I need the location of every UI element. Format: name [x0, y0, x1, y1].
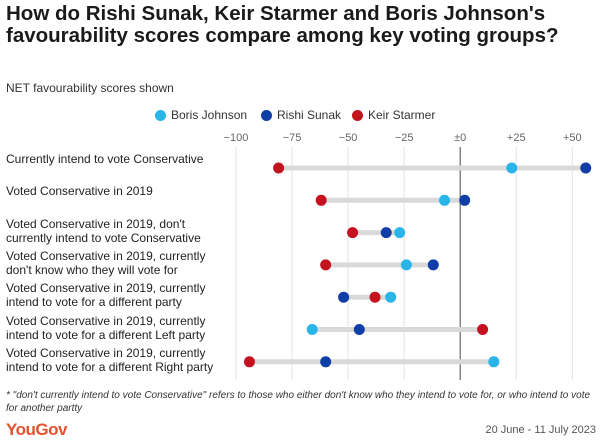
legend-dot-icon — [155, 109, 166, 121]
row-label: Voted Conservative in 2019 — [6, 184, 153, 198]
footnote: * "don't currently intend to vote Conser… — [6, 390, 591, 414]
keir-point — [315, 194, 327, 206]
x-tick-label: −75 — [283, 132, 302, 144]
row-label: Voted Conservative in 2019, don't curren… — [6, 217, 201, 245]
boris-point — [385, 291, 397, 303]
row-label: Voted Conservative in 2019, currently in… — [6, 281, 206, 309]
x-tick-label: +25 — [507, 132, 526, 144]
keir-point — [243, 356, 255, 368]
keir-point — [347, 227, 359, 239]
legend-dot-icon — [352, 109, 363, 121]
x-tick-label: −100 — [224, 132, 249, 144]
yougov-logo: YouGov — [6, 420, 67, 439]
chart-subtitle: NET favourability scores shown — [6, 81, 174, 95]
date-range: 20 June - 11 July 2023 — [485, 424, 596, 436]
boris-point — [306, 324, 318, 335]
boris-point — [439, 194, 451, 206]
rishi-point — [320, 356, 332, 368]
row-label: Voted Conservative in 2019, currently in… — [6, 346, 214, 374]
legend-item-rishi: Rishi Sunak — [261, 107, 341, 123]
x-tick-label: +50 — [563, 132, 582, 144]
boris-point — [488, 356, 500, 368]
legend-item-boris: Boris Johnson — [155, 107, 247, 123]
rishi-point — [380, 227, 392, 239]
legend-dot-icon — [261, 109, 272, 121]
x-tick-label: ±0 — [454, 132, 466, 144]
boris-point — [394, 227, 406, 239]
legend-item-keir: Keir Starmer — [352, 107, 435, 123]
x-tick-label: −50 — [339, 132, 358, 144]
legend-label: Keir Starmer — [368, 108, 436, 122]
rishi-point — [353, 324, 365, 335]
keir-point — [320, 259, 332, 271]
rishi-point — [338, 291, 350, 303]
legend: Boris Johnson Rishi Sunak Keir Starmer — [0, 107, 602, 123]
row-label: Voted Conservative in 2019, currently do… — [6, 249, 206, 277]
rishi-point — [427, 259, 439, 271]
legend-label: Rishi Sunak — [277, 108, 342, 122]
chart-title: How do Rishi Sunak, Keir Starmer and Bor… — [6, 2, 559, 47]
row-label: Currently intend to vote Conservative — [6, 152, 204, 166]
keir-point — [369, 291, 381, 303]
boris-point — [506, 162, 518, 174]
rishi-point — [459, 194, 471, 206]
keir-point — [273, 162, 285, 174]
boris-point — [400, 259, 412, 271]
legend-label: Boris Johnson — [171, 108, 248, 122]
keir-point — [477, 324, 489, 335]
row-label: Voted Conservative in 2019, currently in… — [6, 314, 206, 342]
rishi-point — [580, 162, 592, 174]
x-tick-label: −25 — [395, 132, 414, 144]
